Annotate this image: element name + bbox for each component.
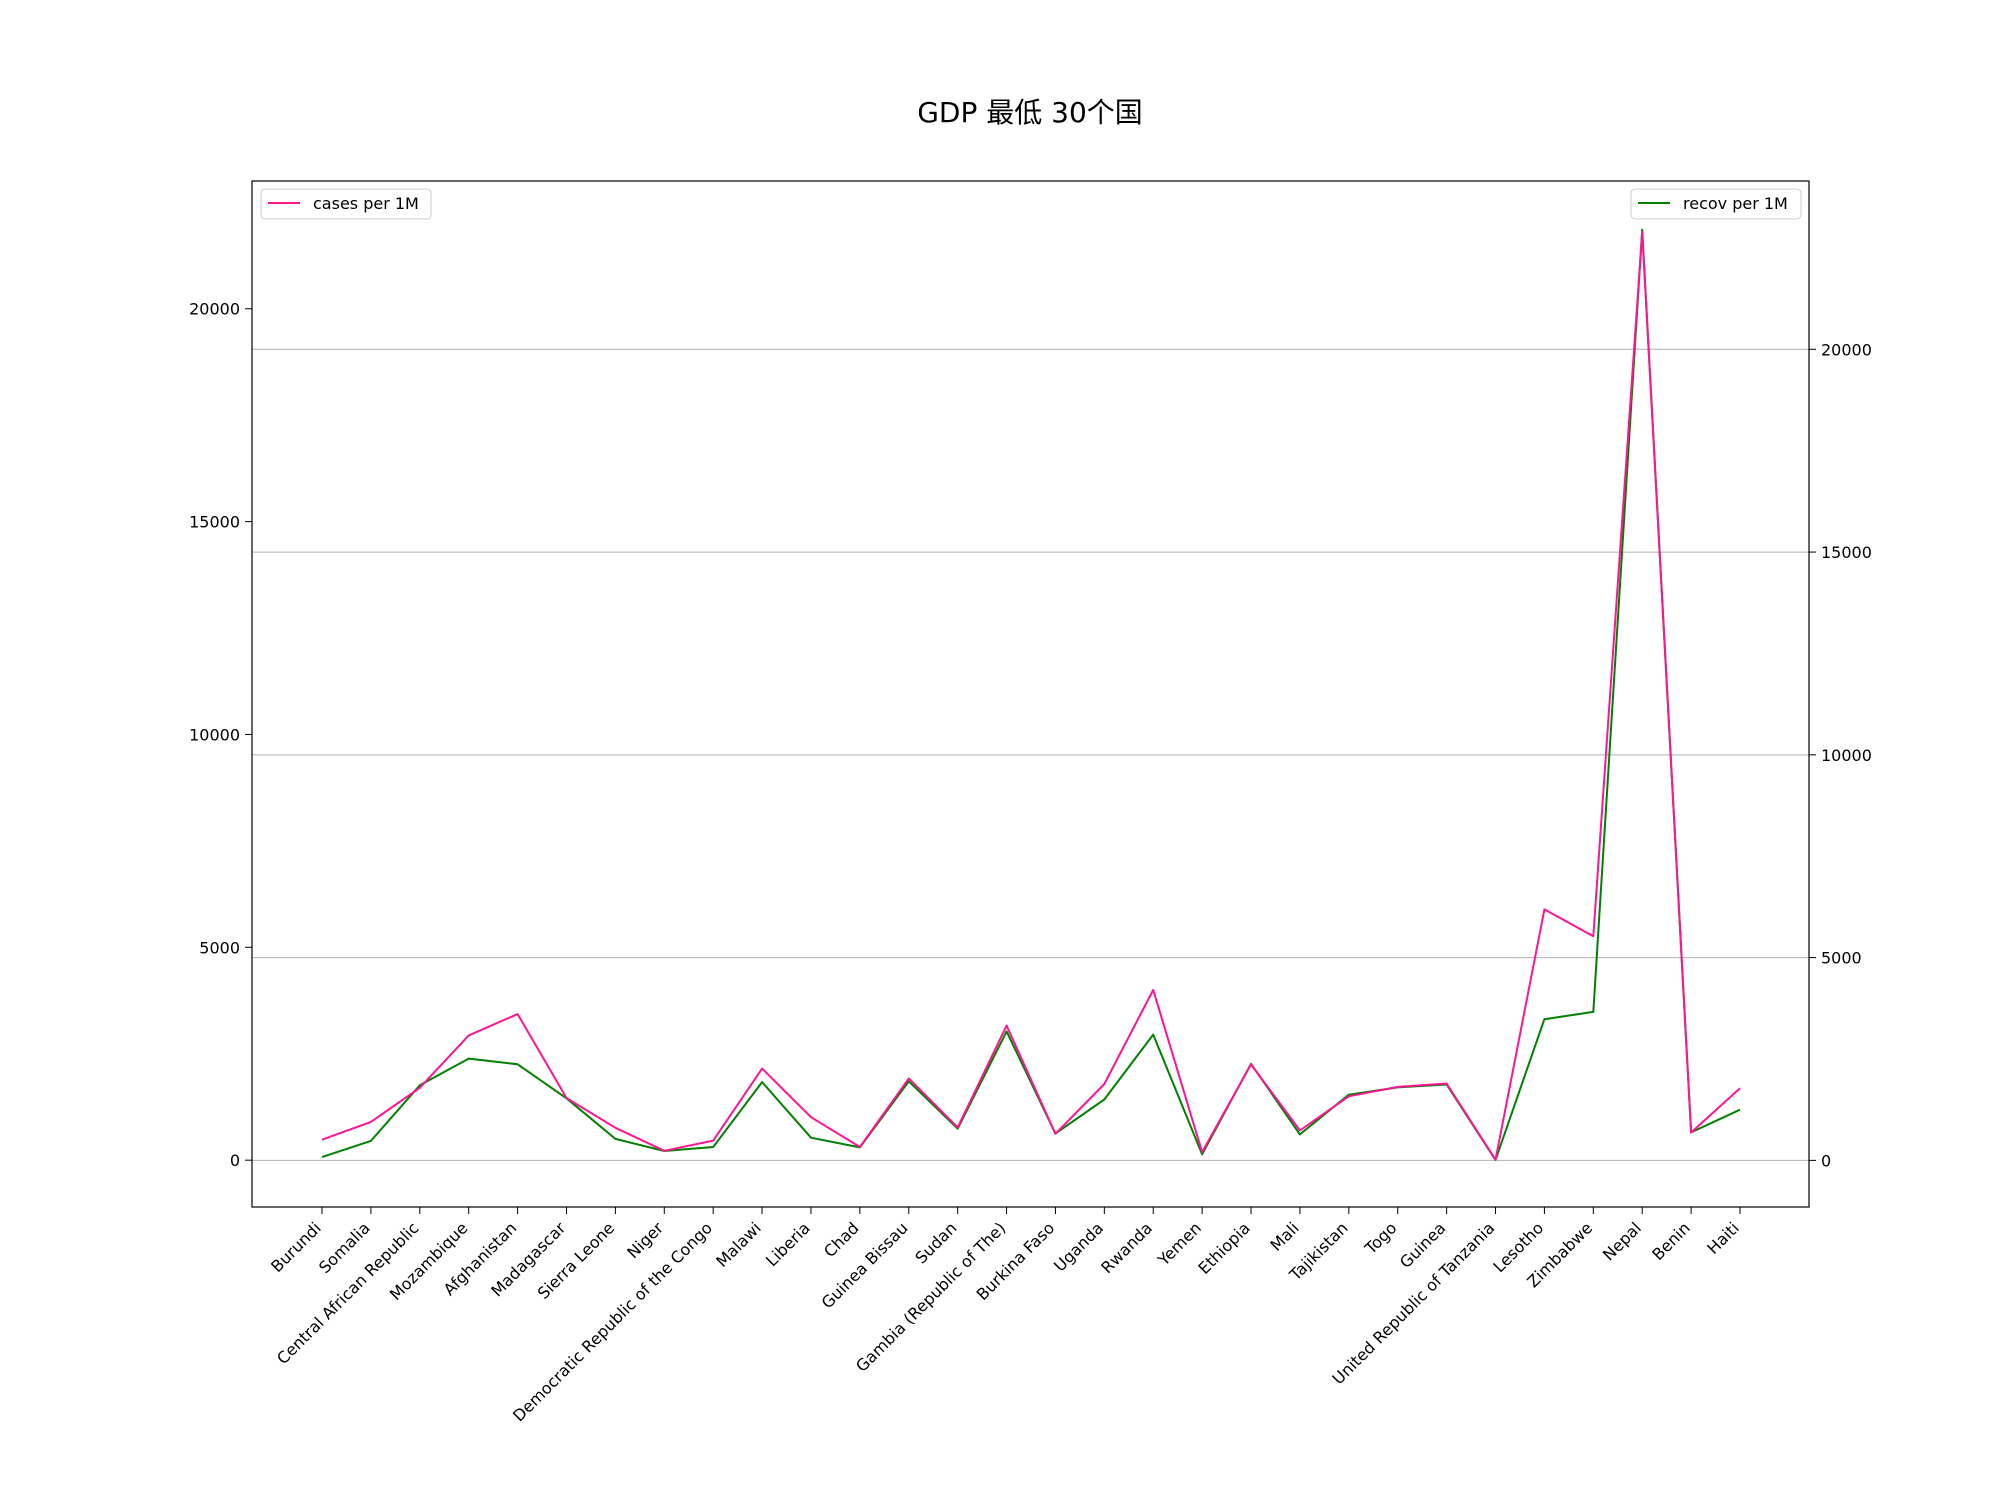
left-y-axis: 0 5000 10000 15000 20000 <box>189 300 252 1170</box>
legend-cases-box <box>260 188 432 220</box>
x-tick-label: Nepal <box>1599 1218 1645 1264</box>
right-y-tick-label: 0 <box>1821 1151 1831 1170</box>
series-line-recov <box>321 228 1741 1161</box>
right-y-tick-label: 5000 <box>1821 949 1862 968</box>
right-y-tick-label: 10000 <box>1821 746 1872 765</box>
x-tick-label: Togo <box>1360 1218 1400 1258</box>
series-line-cases <box>321 231 1741 1161</box>
plot-frame <box>251 180 1810 1208</box>
x-tick-label: Liberia <box>762 1218 814 1270</box>
gridlines <box>252 348 1809 1161</box>
left-y-tick-label: 20000 <box>189 300 240 319</box>
legend-recov: recov per 1M <box>1630 188 1802 220</box>
x-tick-label: Ethiopia <box>1194 1218 1254 1278</box>
left-y-tick-label: 0 <box>230 1151 240 1170</box>
left-y-tick-label: 10000 <box>189 725 240 744</box>
series-lines <box>321 228 1741 1161</box>
legend-cases-label: cases per 1M <box>313 194 419 213</box>
x-tick-label: Haiti <box>1703 1218 1743 1258</box>
right-y-axis: 0 5000 10000 15000 20000 <box>1809 340 1872 1170</box>
legend-cases: cases per 1M <box>260 188 432 220</box>
x-tick-label: Benin <box>1648 1218 1694 1264</box>
legend-recov-box <box>1630 188 1802 220</box>
right-y-tick-label: 15000 <box>1821 543 1872 562</box>
right-y-tick-label: 20000 <box>1821 340 1872 359</box>
left-y-tick-label: 5000 <box>199 938 240 957</box>
x-tick-label: Guinea Bissau <box>818 1218 912 1312</box>
chart-title: GDP 最低 30个国 <box>917 96 1143 129</box>
x-tick-label: Uganda <box>1050 1218 1107 1275</box>
x-tick-label: Chad <box>820 1218 863 1261</box>
x-tick-label: Mali <box>1266 1218 1302 1254</box>
left-y-tick-label: 15000 <box>189 513 240 532</box>
x-tick-label: Burundi <box>267 1218 325 1276</box>
x-tick-label: Rwanda <box>1097 1218 1156 1277</box>
x-tick-label: Niger <box>623 1218 667 1262</box>
x-tick-label: Malawi <box>712 1218 765 1271</box>
legend-recov-label: recov per 1M <box>1683 194 1788 213</box>
